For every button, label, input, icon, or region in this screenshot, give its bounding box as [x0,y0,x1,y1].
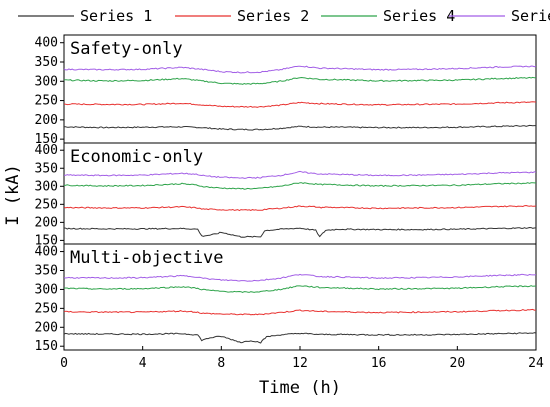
series-line [64,170,537,179]
y-tick-label: 300 [35,179,58,194]
y-tick-label: 350 [35,264,58,279]
series-line [63,308,537,316]
x-tick-label: 20 [450,356,466,371]
panel: 150 200 250 300 350 400 Safety-only [35,34,537,147]
y-tick-label: 200 [35,215,58,230]
panel: 150 200 250 300 350 400 Economic-only [35,142,537,248]
x-axis-ticks: 0 4 8 12 16 20 24 [60,346,544,371]
legend-label: Series 2 [237,7,309,25]
y-tick-label: 300 [35,282,58,297]
y-tick-label: 250 [35,197,58,212]
series-line [64,124,536,131]
chart-panels: 150 200 250 300 350 400 Safety-only 150 200 250 30… [35,34,537,354]
series-line [63,101,537,108]
x-tick-label: 12 [292,356,308,371]
y-tick-label: 350 [35,161,58,176]
series-line [63,204,537,212]
panel-title: Multi-objective [70,248,224,268]
y-tick-label: 150 [35,132,58,147]
series-line [63,65,537,74]
x-tick-label: 16 [371,356,387,371]
panel: 150 200 250 300 350 400 Multi-objective [35,243,537,354]
y-tick-label: 400 [35,245,58,260]
y-tick-label: 250 [35,301,58,316]
x-axis-label: Time (h) [259,378,341,398]
series-line [63,273,537,282]
panel-title: Economic-only [70,147,203,167]
legend: Series 1 Series 2 Series 4 Series 5 [18,7,550,25]
series-line [63,76,536,85]
x-tick-label: 8 [217,356,225,371]
y-tick-label: 300 [35,74,58,89]
legend-label: Series 4 [383,7,455,25]
y-tick-label: 200 [35,113,58,128]
y-tick-label: 400 [35,36,58,51]
y-tick-label: 150 [35,233,58,248]
y-tick-label: 350 [35,55,58,70]
legend-label: Series 5 [511,7,550,25]
y-axis-label: I (kA) [3,164,23,225]
panel-title: Safety-only [70,39,183,59]
x-tick-label: 4 [139,356,147,371]
x-tick-label: 24 [528,356,544,371]
series-line [63,226,537,238]
y-tick-label: 200 [35,320,58,335]
x-tick-label: 0 [60,356,68,371]
y-tick-label: 400 [35,143,58,158]
y-tick-label: 150 [35,339,58,354]
series-line [63,285,537,294]
legend-label: Series 1 [80,7,152,25]
series-line [63,332,537,344]
y-tick-label: 250 [35,94,58,109]
series-line [63,182,537,190]
